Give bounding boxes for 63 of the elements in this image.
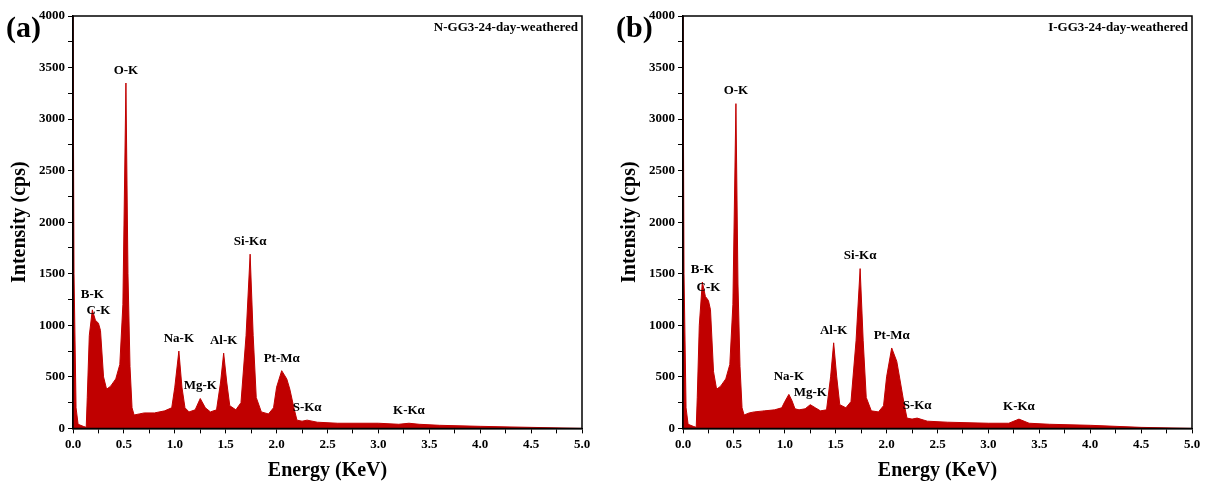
x-tick-label: 3.5 bbox=[1031, 435, 1048, 451]
y-tick-label: 2000 bbox=[39, 213, 65, 229]
x-tick-label: 0.5 bbox=[115, 435, 133, 451]
annotation: K-Kα bbox=[1003, 397, 1036, 413]
annotation: S-Kα bbox=[292, 399, 323, 415]
x-tick-label: 1.5 bbox=[217, 435, 235, 451]
y-tick-label: 3500 bbox=[39, 58, 65, 74]
x-tick-label: 2.0 bbox=[878, 435, 895, 451]
x-tick-label: 4.5 bbox=[522, 435, 540, 451]
annotation: C-K bbox=[86, 302, 112, 318]
y-tick-label: 2500 bbox=[39, 162, 65, 178]
y-tick-label: 2000 bbox=[649, 213, 675, 229]
y-axis-title: Intensity (cps) bbox=[617, 161, 641, 284]
annotation: Al-K bbox=[209, 332, 239, 347]
x-tick-label: 1.5 bbox=[827, 435, 845, 451]
y-tick-label: 500 bbox=[45, 368, 65, 384]
annotation: Si-Kα bbox=[843, 247, 878, 263]
annotation: Si-Kα bbox=[233, 233, 268, 249]
y-tick-label: 0 bbox=[668, 419, 675, 435]
x-tick-label: 4.0 bbox=[472, 435, 489, 451]
x-tick-label: 0.0 bbox=[64, 435, 82, 451]
x-tick-label: 1.0 bbox=[166, 435, 183, 451]
x-tick-label: 2.5 bbox=[319, 435, 337, 451]
y-tick-label: 4000 bbox=[39, 7, 65, 23]
x-tick-label: 3.5 bbox=[421, 435, 438, 451]
y-tick-label: 2500 bbox=[649, 162, 675, 178]
annotation: B-K bbox=[80, 286, 105, 302]
y-tick-label: 1000 bbox=[649, 316, 675, 332]
y-tick-label: 3500 bbox=[649, 58, 675, 74]
y-tick-label: 1500 bbox=[39, 265, 65, 281]
x-tick-label: 2.0 bbox=[268, 435, 285, 451]
y-tick-label: 1500 bbox=[649, 265, 675, 281]
x-tick-label: 4.0 bbox=[1082, 435, 1099, 451]
annotation: Pt-Mα bbox=[873, 326, 911, 342]
y-tick-label: 0 bbox=[58, 419, 65, 435]
x-tick-label: 2.5 bbox=[929, 435, 947, 451]
x-tick-label: 0.5 bbox=[725, 435, 743, 451]
x-tick-label: 5.0 bbox=[1183, 435, 1201, 451]
annotation: Na-K bbox=[773, 367, 805, 383]
y-tick-label: 3000 bbox=[649, 110, 675, 126]
annotation: Mg-K bbox=[793, 383, 828, 399]
y-tick-label: 1000 bbox=[39, 316, 65, 332]
y-axis-title: Intensity (cps) bbox=[7, 161, 31, 284]
x-tick-label: 3.0 bbox=[980, 435, 997, 451]
annotation: Mg-K bbox=[183, 377, 218, 393]
annotation: Al-K bbox=[819, 321, 849, 337]
x-axis-title: Energy (KeV) bbox=[877, 458, 998, 482]
annotation: K-Kα bbox=[393, 402, 426, 418]
x-tick-label: 0.0 bbox=[674, 435, 692, 451]
annotation: I-GG3-24-day-weathered bbox=[1048, 18, 1189, 34]
x-tick-label: 1.0 bbox=[776, 435, 793, 451]
annotation: N-GG3-24-day-weathered bbox=[433, 18, 579, 34]
y-tick-label: 3000 bbox=[39, 110, 65, 126]
annotation: O-K bbox=[723, 82, 750, 98]
y-tick-label: 500 bbox=[655, 368, 675, 384]
annotation: O-K bbox=[113, 61, 140, 77]
x-tick-label: 5.0 bbox=[573, 435, 591, 451]
x-tick-label: 3.0 bbox=[370, 435, 387, 451]
x-axis-title: Energy (KeV) bbox=[267, 458, 388, 482]
annotation: Pt-Mα bbox=[263, 349, 301, 365]
x-tick-label: 4.5 bbox=[1132, 435, 1150, 451]
annotation: B-K bbox=[690, 260, 715, 276]
annotation: Na-K bbox=[163, 329, 195, 345]
